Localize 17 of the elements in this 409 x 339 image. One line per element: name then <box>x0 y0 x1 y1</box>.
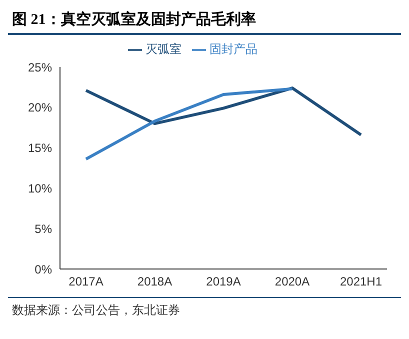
line-series <box>84 86 362 136</box>
x-tick-label: 2020A <box>274 274 310 289</box>
line-series <box>84 87 294 161</box>
legend-label: 灭弧室 <box>146 42 182 56</box>
y-tick-label: 10% <box>28 181 52 196</box>
chart-title: 图 21：真空灭弧室及固封产品毛利率 <box>8 8 401 35</box>
x-tick-label: 2019A <box>206 274 241 289</box>
y-tick-label: 0% <box>34 262 52 276</box>
x-tick-label: 2018A <box>137 274 172 289</box>
x-tick-label: 2017A <box>68 274 104 289</box>
y-tick-label: 25% <box>28 60 52 74</box>
x-tick-label: 2021H1 <box>340 274 382 289</box>
y-tick-label: 15% <box>28 141 52 156</box>
y-tick-label: 5% <box>34 222 52 236</box>
legend-label: 固封产品 <box>210 42 258 56</box>
source-note: 数据来源：公司公告，东北证券 <box>12 302 181 319</box>
y-tick-label: 20% <box>28 100 52 115</box>
